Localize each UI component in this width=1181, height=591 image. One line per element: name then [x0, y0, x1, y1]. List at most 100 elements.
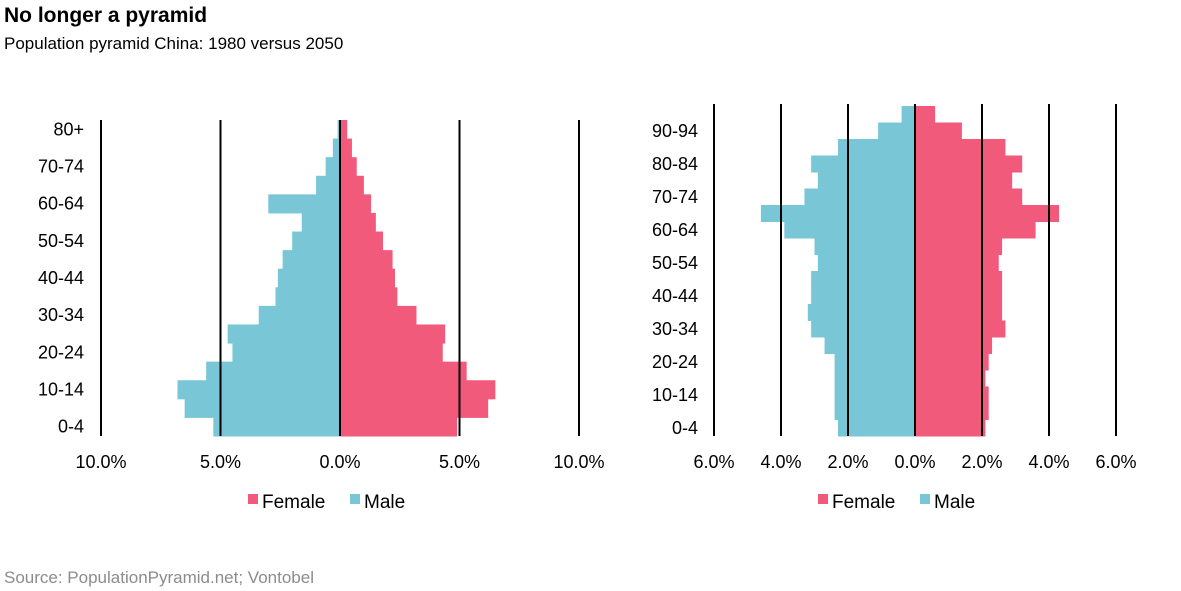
bar-male-45-49 [811, 271, 915, 288]
bar-male-55-59 [814, 238, 915, 255]
bar-male-5-9 [184, 398, 340, 418]
bar-male-0-4 [837, 419, 915, 437]
bar-female-85-89 [915, 139, 1006, 156]
x-tick-label: 4.0% [760, 452, 801, 472]
x-tick-label: 10.0% [75, 452, 126, 472]
bar-male-75-79 [817, 172, 915, 189]
source-note: Source: PopulationPyramid.net; Vontobel [4, 568, 314, 587]
bar-female-70-74 [340, 157, 357, 177]
y-tick-label: 40-44 [38, 268, 84, 288]
bar-female-0-4 [915, 419, 986, 437]
bar-female-65-69 [340, 175, 364, 195]
bar-male-65-69 [316, 175, 340, 195]
bar-female-65-69 [915, 205, 1060, 222]
y-tick-label: 0-4 [58, 417, 84, 437]
bar-female-10-14 [915, 386, 989, 404]
bar-male-65-69 [760, 205, 915, 222]
x-tick-label: 0.0% [894, 452, 935, 472]
x-tick-label: 5.0% [439, 452, 480, 472]
x-tick-label: 5.0% [200, 452, 241, 472]
bar-female-50-54 [915, 254, 999, 272]
y-tick-label: 80-84 [652, 154, 698, 174]
bar-female-75-79 [340, 138, 352, 158]
bar-male-40-44 [277, 268, 340, 288]
legend: Female Male [248, 492, 405, 513]
chart-subtitle: Population pyramid China: 1980 versus 20… [4, 34, 344, 53]
bar-male-35-39 [275, 287, 340, 307]
bar-male-90-94 [878, 122, 915, 140]
bar-female-15-19 [340, 361, 467, 381]
chart-title: No longer a pyramid [4, 4, 208, 27]
y-tick-label: 70-74 [652, 187, 698, 207]
y-tick-label: 20-24 [38, 342, 84, 362]
bar-female-40-44 [340, 268, 395, 288]
y-tick-label: 30-34 [38, 305, 84, 325]
bar-female-45-49 [340, 250, 393, 270]
bar-male-80+ [337, 120, 340, 140]
legend: Female Male [818, 492, 975, 513]
x-tick-label: 2.0% [827, 452, 868, 472]
bar-male-45-49 [282, 250, 340, 270]
x-tick-label: 4.0% [1028, 452, 1069, 472]
pyramid-chart-1980: 10.0% 5.0% 0.0% 5.0% 10.0% 0-4 10-14 20-24 30-34… [38, 119, 605, 513]
y-tick-label: 20-24 [652, 352, 698, 372]
y-tick-label: 50-54 [652, 253, 698, 273]
bar-female-15-19 [915, 370, 986, 387]
bar-female-0-4 [340, 417, 458, 437]
bar-female-75-79 [915, 172, 1013, 189]
bar-male-30-34 [258, 305, 340, 325]
bar-female-80-84 [915, 155, 1023, 173]
x-tick-label: 6.0% [693, 452, 734, 472]
bar-female-70-74 [915, 188, 1023, 206]
bar-female-5-9 [340, 398, 489, 418]
bar-male-0-4 [213, 417, 340, 437]
bar-female-80+ [340, 120, 348, 140]
bar-male-15-19 [834, 370, 915, 387]
bar-male-15-19 [206, 361, 340, 381]
bar-female-30-34 [340, 305, 417, 325]
x-tick-label: 2.0% [961, 452, 1002, 472]
bar-female-45-49 [915, 271, 1003, 288]
y-tick-label: 90-94 [652, 121, 698, 141]
y-tick-label: 50-54 [38, 231, 84, 251]
bar-male-60-64 [268, 194, 340, 214]
bar-male-40-44 [811, 287, 915, 305]
bar-male-70-74 [804, 188, 915, 206]
bar-female-40-44 [915, 287, 1003, 305]
bar-male-10-14 [177, 380, 340, 400]
bar-male-80-84 [811, 155, 915, 173]
bar-female-25-29 [340, 324, 446, 344]
bar-female-5-9 [915, 403, 989, 420]
bar-male-10-14 [834, 386, 915, 404]
bar-male-85-89 [837, 139, 915, 156]
y-tick-label: 30-34 [652, 319, 698, 339]
pyramid-chart-2050: 6.0% 4.0% 2.0% 0.0% 2.0% 4.0% 6.0% 0-4 10-14 20-2… [652, 104, 1137, 513]
bar-male-50-54 [817, 254, 915, 272]
bar-female-35-39 [915, 304, 1003, 321]
bar-male-20-24 [834, 353, 915, 371]
legend-label-female: Female [832, 492, 895, 513]
bar-male-55-59 [301, 212, 340, 233]
y-tick-label: 0-4 [672, 418, 698, 438]
bar-female-90-94 [915, 122, 962, 140]
legend-label-male: Male [934, 492, 975, 513]
legend-swatch-female [818, 494, 828, 504]
bar-male-70-74 [325, 157, 340, 177]
legend-label-male: Male [364, 492, 405, 513]
bar-male-20-24 [232, 343, 340, 363]
bar-female-50-54 [340, 231, 384, 251]
bar-female-60-64 [340, 194, 372, 214]
bar-male-25-29 [227, 324, 340, 344]
bar-male-30-34 [811, 320, 915, 338]
y-tick-label: 60-64 [38, 194, 84, 214]
bar-female-25-29 [915, 337, 993, 354]
y-tick-label: 60-64 [652, 220, 698, 240]
bar-female-20-24 [915, 353, 989, 371]
legend-swatch-male [350, 494, 360, 504]
bar-male-50-54 [292, 231, 340, 251]
bar-female-95-99 [915, 106, 936, 123]
bar-female-35-39 [340, 287, 398, 307]
y-tick-label: 40-44 [652, 286, 698, 306]
bar-female-60-64 [915, 221, 1036, 239]
